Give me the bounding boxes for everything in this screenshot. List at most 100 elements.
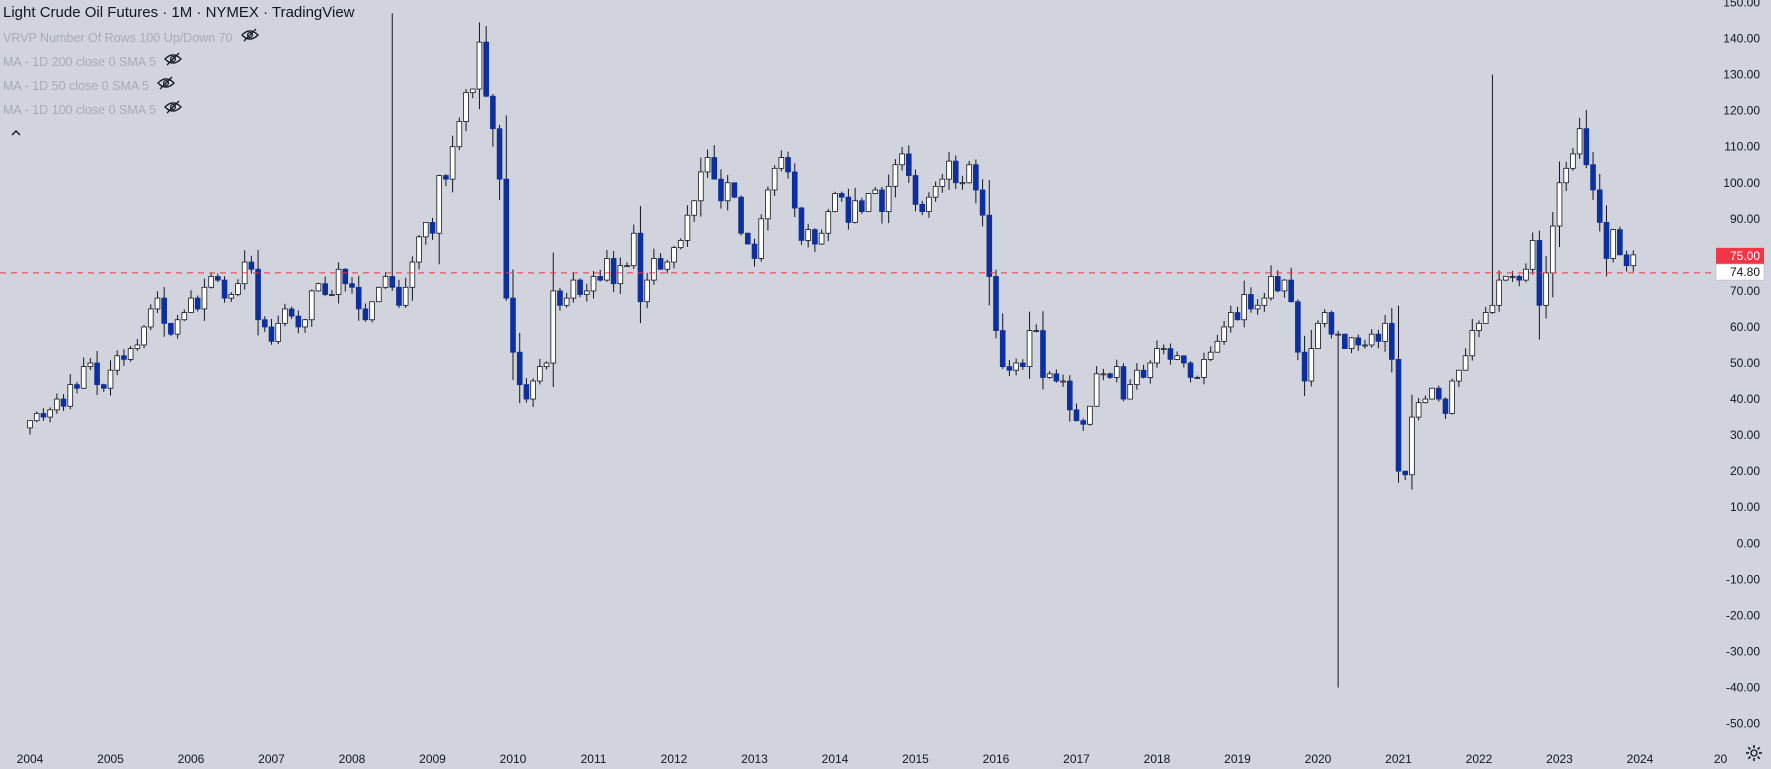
- candle-up: [1261, 297, 1268, 306]
- chart-settings-button[interactable]: [1745, 744, 1763, 767]
- candle-down: [1435, 387, 1442, 400]
- chart-title: Light Crude Oil Futures · 1M · NYMEX · T…: [3, 4, 355, 21]
- candle-up: [778, 157, 785, 169]
- candle-up: [228, 294, 235, 299]
- candle-up: [147, 308, 154, 328]
- x-tick-label: 2007: [258, 752, 285, 766]
- x-tick-label: 2011: [581, 752, 607, 766]
- candle-down: [1053, 373, 1060, 382]
- candle-up: [275, 322, 282, 342]
- candle-down: [248, 261, 255, 270]
- candle-up: [114, 355, 121, 371]
- candle-group: [27, 13, 1637, 688]
- candle-down: [557, 290, 563, 306]
- indicator-ma-200[interactable]: MA - 1D 200 close 0 SMA 5: [3, 50, 355, 74]
- candle-down: [1301, 351, 1308, 382]
- indicator-vrvp[interactable]: VRVP Number Of Rows 100 Up/Down 70: [3, 26, 355, 50]
- alert-price-text: 75.00: [1730, 249, 1760, 263]
- candle-down: [1603, 222, 1610, 259]
- candle-down: [597, 276, 604, 281]
- candle-down: [362, 308, 369, 321]
- candle-down: [483, 41, 489, 97]
- candle-up: [1509, 276, 1516, 278]
- x-axis[interactable]: 2004 2005 2006 2007 2008 2009 2010 2011 2012 2013…: [17, 752, 1728, 766]
- candle-down: [859, 200, 865, 212]
- candle-up: [456, 121, 463, 148]
- candle-down: [100, 384, 107, 389]
- y-tick-label: 70.00: [1730, 284, 1760, 298]
- y-tick-label: 110.00: [1724, 140, 1760, 154]
- candle-up: [87, 362, 94, 368]
- candle-up: [892, 164, 899, 187]
- x-tick-label: 2017: [1063, 752, 1090, 766]
- x-tick-label: 2012: [661, 752, 688, 766]
- candle-up: [771, 167, 778, 191]
- candle-down: [161, 297, 167, 324]
- candle-up: [671, 247, 677, 263]
- candle-down: [1120, 366, 1127, 400]
- candle-down: [979, 189, 986, 216]
- candle-up: [966, 164, 972, 184]
- candle-up: [80, 366, 87, 389]
- candle-up: [1046, 373, 1053, 378]
- candle-up: [154, 297, 161, 310]
- candle-up: [1241, 294, 1248, 321]
- candle-up: [1268, 276, 1274, 299]
- last-price-label: 74.80: [1715, 263, 1765, 281]
- candle-up: [1093, 373, 1100, 407]
- candle-up: [329, 294, 335, 296]
- indicator-ma-100[interactable]: MA - 1D 100 close 0 SMA 5: [3, 98, 355, 122]
- y-tick-label: -30.00: [1726, 644, 1760, 658]
- candle-up: [684, 214, 691, 241]
- chart-legend: Light Crude Oil Futures · 1M · NYMEX · T…: [3, 2, 355, 122]
- candle-up: [805, 229, 811, 241]
- candle-down: [999, 330, 1006, 368]
- y-tick-label: 20.00: [1730, 464, 1760, 478]
- x-tick-label: 2019: [1224, 752, 1251, 766]
- x-tick-label: 2008: [339, 752, 366, 766]
- candle-up: [382, 276, 389, 288]
- x-tick-label: 2018: [1144, 752, 1171, 766]
- candle-up: [604, 258, 610, 281]
- candle-up: [315, 283, 322, 292]
- eye-off-icon[interactable]: [163, 50, 182, 74]
- eye-off-icon[interactable]: [163, 98, 182, 122]
- candle-up: [416, 236, 422, 263]
- candle-down: [1080, 420, 1087, 425]
- indicator-label: VRVP Number Of Rows 100 Up/Down 70: [3, 31, 233, 45]
- candle-up: [369, 301, 375, 321]
- collapse-legend-button[interactable]: [10, 124, 22, 139]
- candle-down: [523, 384, 530, 400]
- candle-up: [476, 41, 483, 90]
- y-axis[interactable]: 150.00 140.00 130.00 120.00 110.00 100.00 90.0…: [1723, 0, 1760, 731]
- candle-down: [751, 243, 758, 259]
- candle-up: [469, 88, 476, 94]
- candle-up: [308, 290, 315, 321]
- candle-up: [1630, 254, 1637, 267]
- candle-up: [1134, 369, 1140, 386]
- candle-down: [1442, 398, 1449, 414]
- candle-up: [1154, 348, 1160, 364]
- candle-down: [215, 276, 221, 281]
- candle-down: [1342, 333, 1348, 349]
- candle-up: [1026, 330, 1033, 368]
- candle-up: [959, 182, 966, 185]
- candle-down: [973, 164, 979, 191]
- candle-down: [1355, 337, 1362, 346]
- candle-down: [516, 351, 523, 386]
- candle-down: [637, 232, 644, 303]
- candle-down: [288, 308, 295, 317]
- indicator-ma-50[interactable]: MA - 1D 50 close 0 SMA 5: [3, 74, 355, 98]
- candle-up: [624, 265, 630, 268]
- y-tick-label: -20.00: [1726, 608, 1760, 622]
- y-tick-label: 140.00: [1723, 32, 1760, 46]
- candle-up: [1321, 312, 1328, 324]
- eye-off-icon[interactable]: [240, 26, 259, 50]
- candle-up: [1315, 322, 1321, 349]
- candle-down: [389, 276, 396, 288]
- candle-down: [1274, 276, 1281, 292]
- candle-down: [812, 229, 818, 245]
- eye-off-icon[interactable]: [156, 74, 175, 98]
- candle-down: [1590, 164, 1596, 191]
